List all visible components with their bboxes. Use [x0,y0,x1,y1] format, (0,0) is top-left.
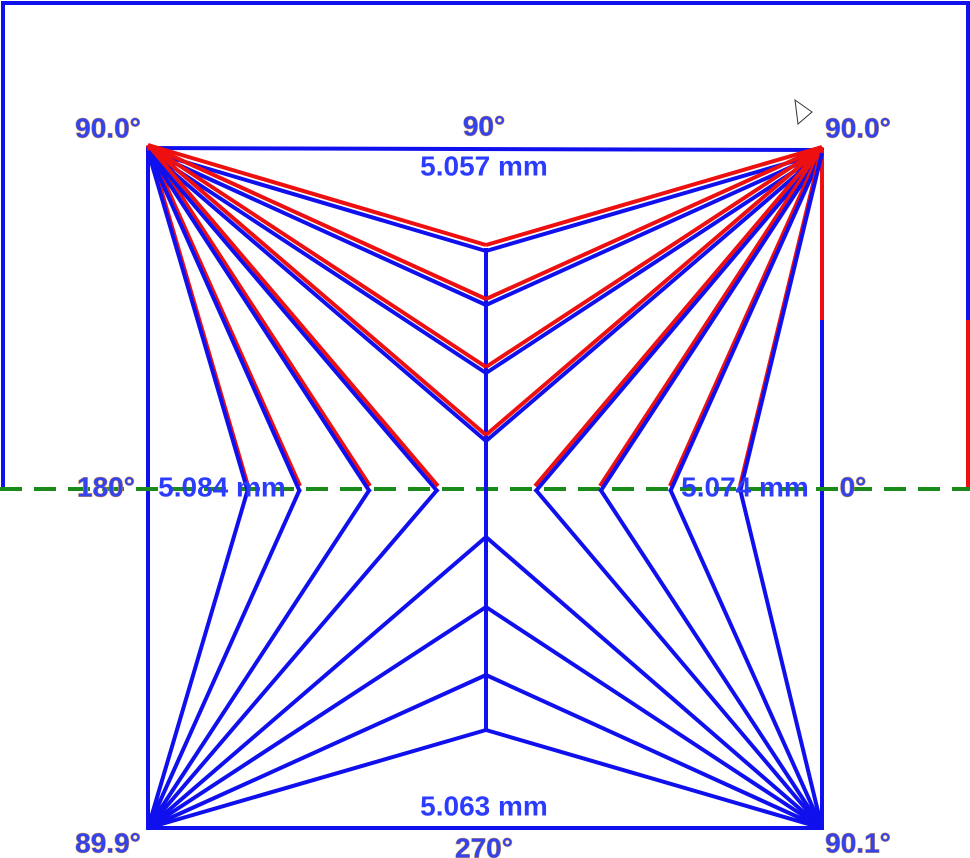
fan-line [146,149,440,494]
cursor [794,98,813,125]
fan-line [484,151,824,375]
fan-line [485,673,823,830]
direction-label: 180° [77,471,135,502]
side-length: 5.074 mm [681,471,809,502]
fan-line [485,728,823,830]
direction-label: 90° [463,110,505,141]
fan-line [598,145,824,488]
fan-line [146,143,440,488]
fan-line [533,487,824,830]
fan-line [738,488,824,829]
fan-line [146,488,302,829]
fan-line [533,151,824,494]
fan-line [598,487,824,830]
fan-line [485,151,823,253]
corner-angle: 90.0° [75,112,141,143]
corner-angle: 90.0° [825,112,891,143]
fan-line [146,150,302,493]
fan-line [485,151,823,307]
fan-line [147,673,487,830]
fan-line [668,488,824,829]
fan-line [484,535,824,830]
geometry [0,1,970,830]
corner-angle: 90.1° [825,827,891,858]
fan-line [146,605,488,830]
corner-angle: 89.9° [75,827,141,858]
fan-line [146,144,302,487]
fan-line [484,145,824,437]
direction-label: 0° [840,471,867,502]
fan-line [484,605,824,830]
fan-line [147,143,487,247]
fan-line [146,143,488,369]
fan-line [147,728,487,830]
fan-line [146,488,250,829]
fan-line [146,149,372,494]
side-length: 5.084 mm [158,471,286,502]
fan-line [533,145,824,488]
fan-line [485,145,823,247]
outer-frame [1,1,970,490]
fan-line [146,149,488,375]
fan-line [146,143,488,437]
fan-line [147,149,487,307]
fan-line [598,151,824,494]
fan-line [146,150,250,493]
fan-line [147,143,487,301]
fan-line [668,146,824,487]
fan-line [738,152,824,493]
fan-line [484,151,824,443]
fan-line [146,487,372,830]
fan-line [485,145,823,301]
direction-label: 270° [455,832,513,858]
side-length: 5.057 mm [420,150,548,181]
fan-line [146,149,488,443]
side-length: 5.063 mm [420,790,548,821]
fan-line [146,487,440,830]
fan-line [146,143,372,488]
fan-line [147,149,487,253]
fan-line [668,152,824,493]
fan-line [484,145,824,369]
fan-line [146,535,488,830]
